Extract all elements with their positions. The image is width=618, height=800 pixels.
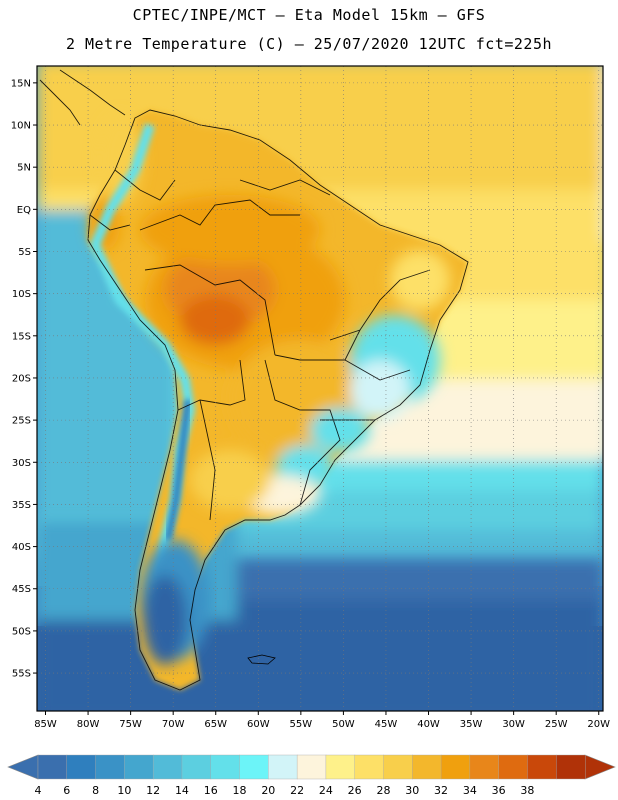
title-line-1: CPTEC/INPE/MCT – Eta Model 15km – GFS xyxy=(132,6,486,24)
lat-tick-label: 10S xyxy=(12,289,31,300)
colorbar-swatch xyxy=(124,754,154,780)
lat-tick-label: 55S xyxy=(12,669,31,680)
lon-tick-label: 80W xyxy=(77,719,100,730)
lon-tick-label: 35W xyxy=(460,719,483,730)
colorbar-swatch xyxy=(412,754,442,780)
latitude-ticks: 15N 10N 5N EQ 5S 10S 15S 20S 25S 30S 35S 40S 45S 50S 5… xyxy=(11,78,37,680)
lat-tick-label: 15S xyxy=(12,331,31,342)
lat-tick-label: 45S xyxy=(12,584,31,595)
colorbar-label: 20 xyxy=(261,784,275,797)
colorbar-label: 32 xyxy=(434,784,448,797)
colorbar-label: 8 xyxy=(92,784,99,797)
colorbar-swatch xyxy=(440,754,471,780)
lat-tick-label: 5S xyxy=(18,247,31,258)
lat-tick-label: 35S xyxy=(12,500,31,511)
colorbar-swatch xyxy=(95,754,125,780)
colorbar-swatch xyxy=(268,754,298,780)
lon-tick-label: 20W xyxy=(587,719,610,730)
colorbar-swatch xyxy=(325,754,356,780)
lon-tick-label: 45W xyxy=(375,719,398,730)
colorbar-high-arrow xyxy=(584,754,616,780)
colorbar-label: 26 xyxy=(348,784,362,797)
lat-tick-label: 15N xyxy=(11,78,31,89)
longitude-ticks: 85W 80W 75W 70W 65W 60W 55W 50W 45W 40W 35W 30W 25W 2… xyxy=(34,711,610,730)
lat-tick-label: 5N xyxy=(17,163,31,174)
colorbar-swatch xyxy=(239,754,269,780)
lat-tick-label: EQ xyxy=(17,205,31,216)
colorbar-label: 12 xyxy=(146,784,160,797)
lon-tick-label: 50W xyxy=(332,719,355,730)
colorbar-label: 4 xyxy=(35,784,42,797)
temperature-field xyxy=(37,66,603,711)
colorbar-label: 10 xyxy=(117,784,131,797)
colorbar-label: 30 xyxy=(405,784,419,797)
lon-tick-label: 85W xyxy=(34,719,57,730)
lon-tick-label: 30W xyxy=(502,719,525,730)
colorbar-swatch xyxy=(556,754,586,780)
lon-tick-label: 40W xyxy=(417,719,440,730)
title-line-2: 2 Metre Temperature (C) – 25/07/2020 12U… xyxy=(65,35,553,53)
colorbar-swatch xyxy=(469,754,500,780)
lon-tick-label: 25W xyxy=(545,719,568,730)
colorbar-swatch xyxy=(383,754,413,780)
colorbar-label: 34 xyxy=(463,784,477,797)
colorbar-low-arrow xyxy=(7,754,39,780)
colorbar-label: 24 xyxy=(319,784,333,797)
colorbar-label: 36 xyxy=(492,784,506,797)
colorbar-swatch xyxy=(210,754,241,780)
colorbar-swatch xyxy=(37,754,68,780)
country-borders xyxy=(39,69,469,691)
lat-tick-label: 30S xyxy=(12,458,31,469)
lon-tick-label: 60W xyxy=(247,719,270,730)
lat-tick-label: 50S xyxy=(12,626,31,637)
colorbar-label: 22 xyxy=(290,784,304,797)
colorbar-label: 18 xyxy=(233,784,247,797)
colorbar-swatch xyxy=(66,754,97,780)
lon-tick-label: 75W xyxy=(119,719,142,730)
colorbar-label: 6 xyxy=(63,784,70,797)
colorbar-label: 28 xyxy=(376,784,390,797)
colorbar-swatch xyxy=(296,754,327,780)
map-frame xyxy=(36,65,604,712)
lat-tick-label: 40S xyxy=(12,542,31,553)
colorbar-swatch xyxy=(527,754,557,780)
lat-tick-label: 25S xyxy=(12,416,31,427)
lon-tick-label: 55W xyxy=(290,719,313,730)
colorbar: 4 6 8 10 12 14 16 18 20 22 24 26 28 30 32 34 36 38 xyxy=(7,754,616,797)
colorbar-label: 14 xyxy=(175,784,189,797)
lon-tick-label: 70W xyxy=(162,719,185,730)
colorbar-swatch xyxy=(498,754,528,780)
lat-tick-label: 10N xyxy=(11,121,31,132)
colorbar-swatch xyxy=(152,754,183,780)
colorbar-label: 16 xyxy=(204,784,218,797)
colorbar-swatch xyxy=(354,754,384,780)
lon-tick-label: 65W xyxy=(204,719,227,730)
lat-tick-label: 20S xyxy=(12,373,31,384)
colorbar-label: 38 xyxy=(520,784,534,797)
colorbar-swatch xyxy=(181,754,212,780)
